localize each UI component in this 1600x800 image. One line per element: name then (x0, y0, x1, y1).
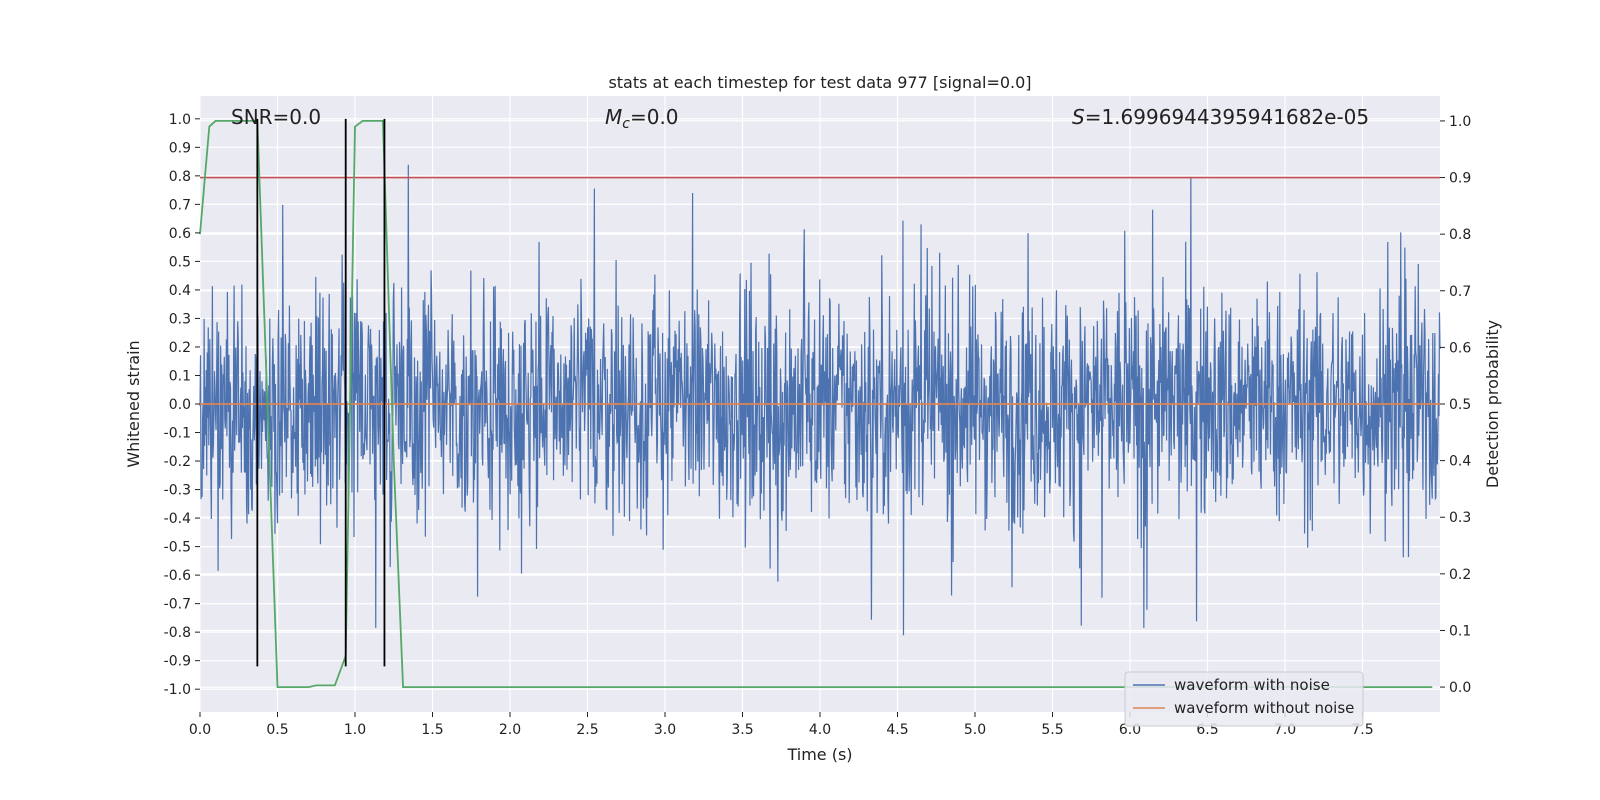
y2-tick-label: 0.8 (1449, 227, 1471, 243)
y-tick-label: -0.1 (164, 426, 191, 442)
y2-tick-label: 0.2 (1449, 567, 1471, 583)
y-axis-label: Whitened strain (124, 340, 143, 467)
snr-annotation: SNR=0.0 (231, 105, 321, 129)
y-tick-label: 0.2 (169, 340, 191, 356)
x-tick-label: 4.0 (809, 722, 831, 738)
series-detection-probability (199, 120, 1433, 688)
y-tick-label: -0.5 (164, 540, 191, 556)
chart-title: stats at each timestep for test data 977… (608, 73, 1031, 92)
y-tick-label: -0.3 (164, 483, 191, 499)
y-tick-label: -0.4 (164, 511, 191, 527)
y-tick-label: 0.0 (169, 397, 191, 413)
x-tick-label: 3.5 (731, 722, 753, 738)
chirp-mass-value: =0.0 (630, 105, 679, 129)
y2-tick-label: 0.9 (1449, 171, 1471, 187)
y2-tick-label: 0.0 (1449, 680, 1471, 696)
y2-tick-label: 0.3 (1449, 510, 1471, 526)
chirp-mass-symbol: M (605, 105, 622, 129)
y-tick-label: 0.6 (169, 226, 191, 242)
legend: waveform with noise waveform without noi… (1124, 671, 1364, 727)
y-tick-label: 0.3 (169, 311, 191, 327)
axes-layer: 0.0 0.5 1.0 1.5 2.0 2.5 3.0 3.5 4.0 4.5 5.0 5.5 6.0 6… (164, 112, 1472, 738)
y-tick-label: -0.2 (164, 454, 191, 470)
x-tick-label: 2.0 (499, 722, 521, 738)
y2-tick-label: 0.5 (1449, 397, 1471, 413)
y-tick-label: -0.7 (164, 597, 191, 613)
chirp-mass-subscript: c (622, 116, 630, 132)
x-tick-label: 0.5 (266, 722, 288, 738)
x-tick-label: 0.0 (189, 722, 211, 738)
y-tick-label: 0.1 (169, 368, 191, 384)
y2-tick-label: 0.4 (1449, 454, 1471, 470)
series-waveform-with-noise (199, 164, 1441, 636)
y-tick-label: -0.8 (164, 625, 191, 641)
x-tick-label: 3.0 (654, 722, 676, 738)
y-tick-label: 1.0 (169, 112, 191, 128)
legend-label-clean: waveform without noise (1174, 699, 1354, 717)
x-tick-label: 2.5 (576, 722, 598, 738)
y-tick-label: -0.9 (164, 654, 191, 670)
y2-tick-label: 0.6 (1449, 340, 1471, 356)
x-tick-label: 4.5 (886, 722, 908, 738)
s-value: =1.6996944395941682e-05 (1085, 105, 1369, 129)
y-tick-label: 0.5 (169, 254, 191, 270)
x-tick-label: 1.0 (344, 722, 366, 738)
y2-tick-label: 1.0 (1449, 114, 1471, 130)
x-tick-label: 5.5 (1041, 722, 1063, 738)
y-tick-label: 0.7 (169, 197, 191, 213)
chirp-mass-annotation: Mc=0.0 (605, 105, 679, 132)
y2-axis-label: Detection probability (1483, 320, 1502, 488)
x-axis-label: Time (s) (786, 745, 852, 764)
y2-tick-label: 0.7 (1449, 284, 1471, 300)
legend-label-noise: waveform with noise (1174, 676, 1330, 694)
y-tick-label: -1.0 (164, 682, 191, 698)
y-tick-label: 0.8 (169, 169, 191, 185)
y-tick-label: 0.9 (169, 140, 191, 156)
y2-tick-label: 0.1 (1449, 623, 1471, 639)
x-tick-label: 5.0 (964, 722, 986, 738)
y-tick-label: 0.4 (169, 283, 191, 299)
s-symbol: S (1072, 105, 1085, 129)
series-layer (199, 118, 1441, 688)
legend-box (1124, 671, 1364, 727)
y-tick-label: -0.6 (164, 568, 191, 584)
s-annotation: S=1.6996944395941682e-05 (1072, 105, 1369, 129)
x-tick-label: 1.5 (421, 722, 443, 738)
